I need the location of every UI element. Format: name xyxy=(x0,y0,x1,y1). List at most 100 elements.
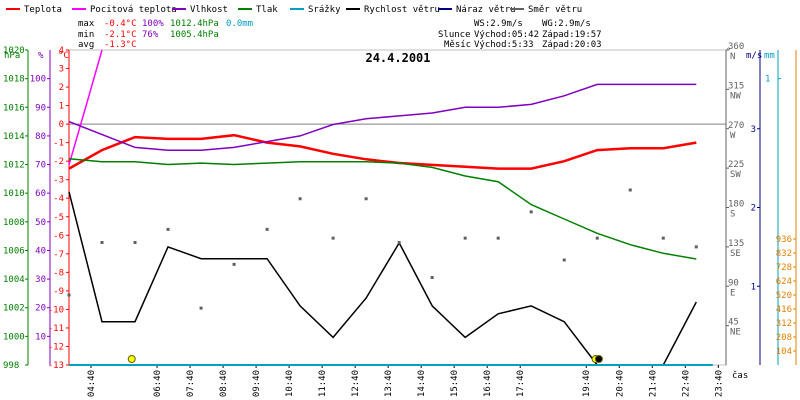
info-sunrise: Východ:05:42 xyxy=(474,30,539,40)
pressure-tick-label: 1010 xyxy=(3,189,25,199)
pressure-tick-label: 1012 xyxy=(3,161,25,171)
legend-label: Srážky xyxy=(308,5,341,15)
pressure-tick-label: 1016 xyxy=(3,103,25,113)
x-tick-label: 11:40 xyxy=(318,370,328,397)
unit-hpa: hPa xyxy=(4,51,20,61)
precip-small-tick-label: 104 xyxy=(776,347,792,357)
temperature-tick-label: -1 xyxy=(53,139,64,149)
temperature-tick-label: -13 xyxy=(48,361,64,371)
precip-small-tick-label: 416 xyxy=(776,305,792,315)
sun-marker-icon xyxy=(127,355,136,363)
unit-pct: % xyxy=(38,51,44,61)
x-tick-label: 15:40 xyxy=(450,370,460,397)
wind-tick-label: 2 xyxy=(751,204,756,214)
info-sun-label: Slunce xyxy=(438,30,471,40)
unit-mm: mm xyxy=(764,51,775,61)
pressure-line xyxy=(68,158,697,260)
humidity-tick-label: 50 xyxy=(35,218,46,228)
temperature-tick-label: -9 xyxy=(53,287,64,297)
temperature-tick-label: 4 xyxy=(59,46,64,56)
compass-label: W xyxy=(730,131,736,141)
wind-direction-point xyxy=(199,306,203,310)
compass-label: NE xyxy=(730,328,741,338)
x-tick-label: 14:40 xyxy=(417,370,427,397)
x-tick-label: 09:40 xyxy=(252,370,262,397)
x-tick-label: 17:40 xyxy=(516,370,526,397)
stat-min-hum: 76% xyxy=(142,30,159,40)
unit-time: čas xyxy=(732,370,748,381)
info-moonset: Západ:20:03 xyxy=(542,40,602,50)
x-tick-label: 19:40 xyxy=(582,370,592,397)
compass-label: E xyxy=(730,288,735,298)
wind-direction-point xyxy=(595,236,599,240)
wind-direction-point xyxy=(67,293,71,297)
legend-label: Náraz větru xyxy=(456,5,516,15)
legend-label: Rychlost větru xyxy=(364,5,440,15)
precip-tick-label: 1 xyxy=(765,75,770,85)
direction-tick-label: 315 xyxy=(728,81,744,91)
unit-degc: °C xyxy=(58,51,69,61)
wind-tick-label: 3 xyxy=(751,125,756,135)
stat-max-hum: 100% xyxy=(142,19,164,29)
pressure-tick-label: 1002 xyxy=(3,304,25,314)
unit-deg: ° xyxy=(726,47,731,57)
axis-units: hPa % °C ° m/s mm čas xyxy=(4,47,775,381)
wind-direction-point xyxy=(628,188,632,192)
wind-direction-point xyxy=(331,236,335,240)
info-ws: WS:2.9m/s xyxy=(474,19,523,29)
wind-direction-point xyxy=(364,197,368,201)
temperature-tick-label: 0 xyxy=(59,120,64,130)
markers-layer xyxy=(127,355,603,363)
moon-marker-icon xyxy=(594,355,603,363)
humidity-tick-label: 100 xyxy=(30,75,46,85)
direction-tick-label: 135 xyxy=(728,239,744,249)
direction-tick-label: 270 xyxy=(728,121,744,131)
pressure-tick-label: 998 xyxy=(3,361,19,371)
temperature-tick-label: -4 xyxy=(53,194,64,204)
x-tick-label: 08:40 xyxy=(219,370,229,397)
direction-tick-label: 225 xyxy=(728,160,744,170)
pressure-tick-label: 1000 xyxy=(3,332,25,342)
compass-label: N xyxy=(730,52,735,62)
legend-label: Pocitová teplota xyxy=(90,5,177,15)
pressure-tick-label: 1008 xyxy=(3,218,25,228)
pressure-tick-label: 1018 xyxy=(3,75,25,85)
wind-direction-point xyxy=(463,236,467,240)
humidity-tick-label: 60 xyxy=(35,189,46,199)
info-sunset: Západ:19:57 xyxy=(542,30,602,40)
temperature-tick-label: -6 xyxy=(53,231,64,241)
legend-label: Teplota xyxy=(24,5,62,15)
x-tick-label: 06:40 xyxy=(153,370,163,397)
wind-direction-point xyxy=(232,262,236,266)
compass-label: SW xyxy=(730,170,741,180)
left-axes: 9981000100210041006100810101012101410161… xyxy=(3,46,70,371)
wind-tick-label: 1 xyxy=(751,282,756,292)
pressure-tick-label: 1020 xyxy=(3,46,25,56)
x-tick-label: 07:40 xyxy=(186,370,196,397)
series-layer xyxy=(67,49,713,366)
temperature-tick-label: -8 xyxy=(53,268,64,278)
wind-direction-point xyxy=(166,227,170,231)
pressure-tick-label: 1004 xyxy=(3,275,25,285)
compass-label: SE xyxy=(730,249,741,259)
stat-max-press: 1012.4hPa xyxy=(170,19,219,29)
humidity-tick-label: 30 xyxy=(35,275,46,285)
info-moonrise: Východ:5:33 xyxy=(474,40,534,50)
temperature-tick-label: -2 xyxy=(53,157,64,167)
precip-small-tick-label: 936 xyxy=(776,235,792,245)
humidity-tick-label: 80 xyxy=(35,132,46,142)
humidity-line xyxy=(68,83,697,151)
info-block: WS:2.9m/s WG:2.9m/s Slunce Východ:05:42 … xyxy=(438,19,602,50)
stat-max-temp: -0.4°C xyxy=(104,19,137,29)
x-axis: 04:40 06:40 07:40 08:40 09:40 10:40 11:40 12:40… xyxy=(87,365,724,397)
temperature-line xyxy=(68,133,697,170)
x-tick-label: 13:40 xyxy=(384,370,394,397)
precip-small-tick-label: 728 xyxy=(776,263,792,273)
stat-avg-label: avg xyxy=(78,40,94,50)
feels-like-line xyxy=(68,49,103,166)
compass-label: NW xyxy=(730,91,741,101)
precip-small-tick-label: 832 xyxy=(776,249,792,259)
wind-direction-point xyxy=(298,197,302,201)
x-tick-label: 20:40 xyxy=(615,370,625,397)
